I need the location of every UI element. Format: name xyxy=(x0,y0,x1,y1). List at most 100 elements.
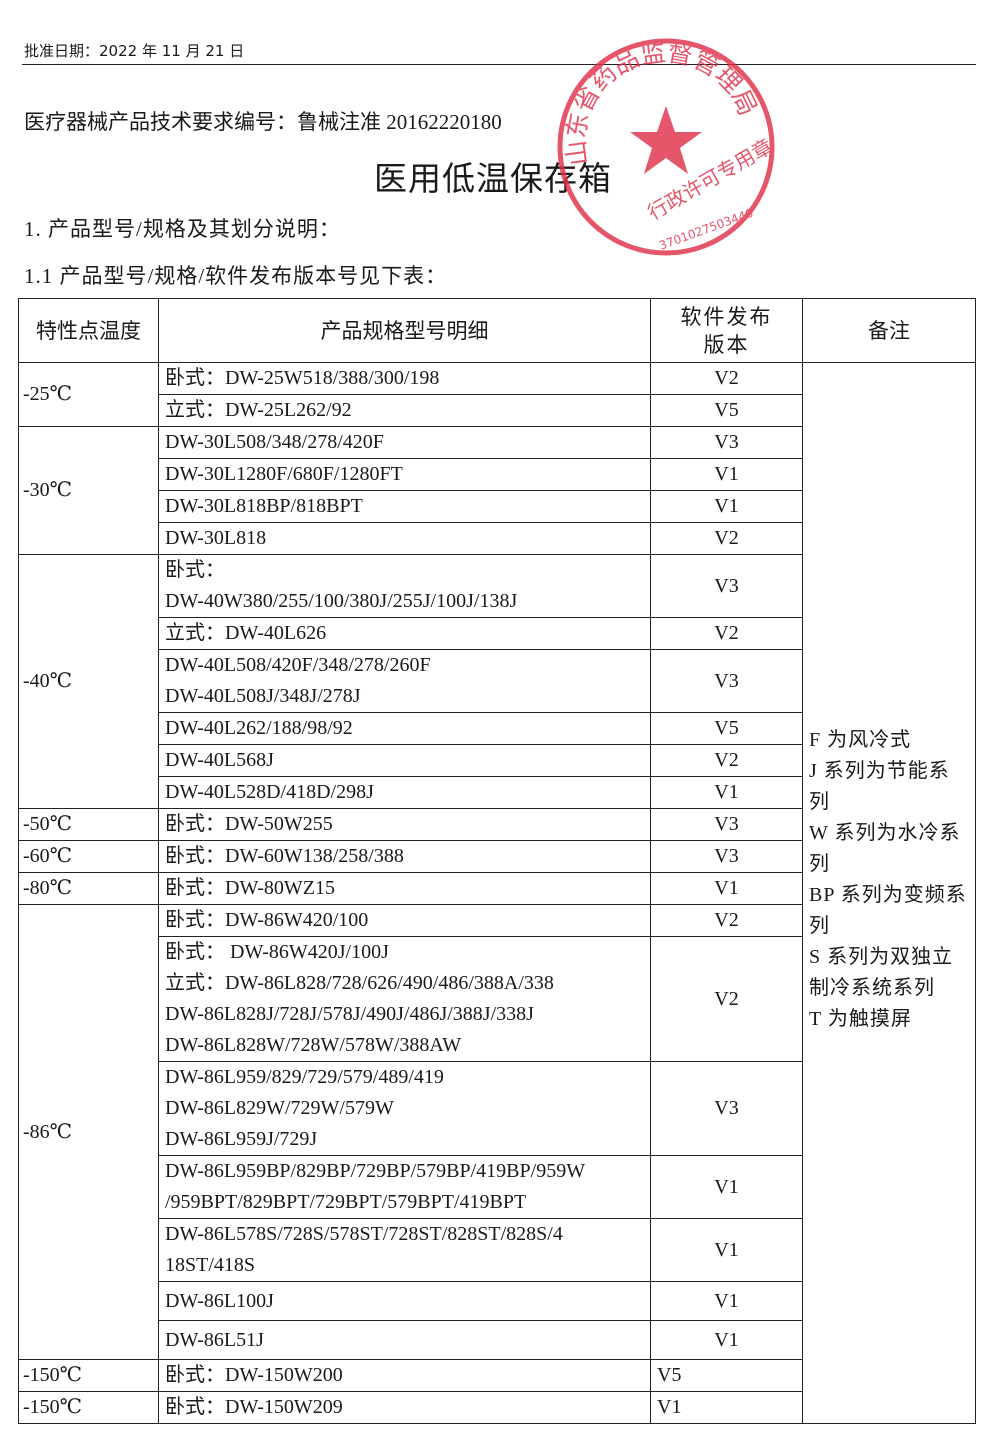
remark-line: S 系列为双独立制冷系统系列 xyxy=(809,946,954,999)
temperature-cell: -25℃ xyxy=(18,362,159,427)
version-cell: V1 xyxy=(650,1155,803,1219)
version-cell: V3 xyxy=(650,840,803,873)
version-cell: V1 xyxy=(650,776,803,809)
spec-cell: 立式：DW-40L626 xyxy=(158,617,651,650)
version-cell: V1 xyxy=(650,1281,803,1321)
remark-line: F 为风冷式 xyxy=(809,729,912,751)
spec-line: 卧式：DW-60W138/258/388 xyxy=(165,845,404,867)
spec-line: DW-40L568J xyxy=(165,749,274,771)
table-row: DW-86L959BP/829BP/729BP/579BP/419BP/959W… xyxy=(19,1155,976,1219)
spec-line: 卧式：DW-86W420/100 xyxy=(165,909,369,931)
table-row: DW-40L262/188/98/92 V5 xyxy=(19,712,976,745)
spec-line: 立式：DW-25L262/92 xyxy=(165,399,352,421)
spec-cell: DW-40L262/188/98/92 xyxy=(158,712,651,745)
spec-cell: DW-30L1280F/680F/1280FT xyxy=(158,458,651,491)
spec-line: DW-30L818BP/818BPT xyxy=(165,495,363,517)
spec-line: DW-86L828J/728J/578J/490J/486J/388J/338J xyxy=(165,1003,534,1025)
spec-line: DW-40L508J/348J/278J xyxy=(165,685,361,707)
spec-line: DW-40W380/255/100/380J/255J/100J/138J xyxy=(165,590,518,612)
table-row: -50℃ 卧式：DW-50W255 V3 xyxy=(18,808,976,841)
approval-date: 批准日期：2022 年 11 月 21 日 xyxy=(24,42,245,60)
version-cell: V1 xyxy=(650,1218,803,1282)
spec-cell: DW-86L578S/728S/578ST/728ST/828ST/828S/4… xyxy=(158,1218,651,1282)
table-row: DW-86L959/829/729/579/489/419 DW-86L829W/… xyxy=(19,1061,976,1156)
table-row: -25℃ 卧式：DW-25W518/388/300/198 V2 F 为风冷式 J 系列… xyxy=(18,362,976,1424)
version-cell: V1 xyxy=(650,1391,803,1424)
version-cell: V1 xyxy=(650,872,803,905)
temperature-cell: -86℃ xyxy=(18,904,159,1360)
spec-cell: 卧式：DW-60W138/258/388 xyxy=(158,840,651,873)
header-rule xyxy=(22,64,976,65)
spec-line: /959BPT/829BPT/729BPT/579BPT/419BPT xyxy=(165,1191,527,1213)
spec-cell: 卧式：DW-80WZ15 xyxy=(158,872,651,905)
spec-cell: DW-86L959BP/829BP/729BP/579BP/419BP/959W… xyxy=(158,1155,651,1219)
version-cell: V1 xyxy=(650,1320,803,1360)
spec-line: 18ST/418S xyxy=(165,1254,256,1276)
document-number: 医疗器械产品技术要求编号：鲁械注准 20162220180 xyxy=(24,110,502,134)
header-version-text: 软件发布版本 xyxy=(680,304,773,357)
table-row: 立式：DW-40L626 V2 xyxy=(19,617,976,650)
version-cell: V3 xyxy=(650,554,803,618)
temperature-cell: -60℃ xyxy=(18,840,159,873)
spec-cell: DW-40L528D/418D/298J xyxy=(158,776,651,809)
version-cell: V1 xyxy=(650,490,803,523)
spec-cell: DW-30L818 xyxy=(158,522,651,555)
table-row: DW-40L508/420F/348/278/260F DW-40L508J/34… xyxy=(19,649,976,713)
spec-line: DW-86L51J xyxy=(165,1328,264,1351)
table-header-row: 特性点温度 产品规格型号明细 软件发布版本 备注 xyxy=(18,298,976,363)
spec-cell: 卧式：DW-86W420/100 xyxy=(158,904,651,937)
spec-cell: 卧式：DW-50W255 xyxy=(158,808,651,841)
temperature-cell: -80℃ xyxy=(18,872,159,905)
version-cell: V5 xyxy=(650,712,803,745)
spec-line: DW-30L508/348/278/420F xyxy=(165,431,384,453)
version-cell: V2 xyxy=(650,362,803,395)
spec-cell: DW-40L568J xyxy=(158,744,651,777)
spec-line: 立式：DW-40L626 xyxy=(165,622,327,644)
spec-line: 卧式：DW-80WZ15 xyxy=(165,877,335,899)
version-cell: V1 xyxy=(650,458,803,491)
table-row: DW-30L818 V2 xyxy=(19,522,976,555)
temperature-cell: -30℃ xyxy=(18,426,159,555)
version-cell: V2 xyxy=(650,744,803,777)
spec-line: DW-30L1280F/680F/1280FT xyxy=(165,463,403,485)
version-cell: V5 xyxy=(650,1359,803,1392)
table-row: 卧式： DW-86W420J/100J 立式：DW-86L828/728/626/… xyxy=(19,936,976,1062)
spec-cell: DW-30L508/348/278/420F xyxy=(158,426,651,459)
remark-line: J 系列为节能系列 xyxy=(809,760,950,813)
subsection-heading: 1.1 产品型号/规格/软件发布版本号见下表： xyxy=(24,264,448,288)
spec-cell: 卧式：DW-25W518/388/300/198 xyxy=(158,362,651,395)
header-spec: 产品规格型号明细 xyxy=(158,298,651,363)
spec-line: DW-86L959BP/829BP/729BP/579BP/419BP/959W xyxy=(165,1160,586,1182)
table-row: DW-86L100J V1 xyxy=(19,1281,976,1321)
header-version: 软件发布版本 xyxy=(650,298,803,363)
spec-line: DW-40L508/420F/348/278/260F xyxy=(165,654,431,676)
version-cell: V5 xyxy=(650,394,803,427)
header-remarks: 备注 xyxy=(802,298,976,363)
version-cell: V2 xyxy=(650,522,803,555)
version-cell: V3 xyxy=(650,649,803,713)
header-temperature: 特性点温度 xyxy=(18,298,159,363)
remark-line: W 系列为水冷系列 xyxy=(809,822,961,875)
temperature-cell: -150℃ xyxy=(18,1391,159,1424)
official-seal-stamp: 山东省药品监督管理局 行政许可专用章 3701027503440 xyxy=(557,38,777,256)
version-cell: V2 xyxy=(650,904,803,937)
spec-line: 卧式：DW-25W518/388/300/198 xyxy=(165,367,440,389)
temperature-cell: -40℃ xyxy=(18,554,159,809)
section-heading: 1. 产品型号/规格及其划分说明： xyxy=(24,217,341,241)
version-cell: V2 xyxy=(650,936,803,1062)
spec-line: DW-40L528D/418D/298J xyxy=(165,781,374,803)
spec-cell: DW-86L959/829/729/579/489/419 DW-86L829W/… xyxy=(158,1061,651,1156)
remark-line: BP 系列为变频系列 xyxy=(809,884,967,937)
version-cell: V3 xyxy=(650,1061,803,1156)
spec-line: DW-30L818 xyxy=(165,527,267,549)
temperature-cell: -50℃ xyxy=(18,808,159,841)
table-row: DW-40L528D/418D/298J V1 xyxy=(19,776,976,809)
spec-line: DW-86L959J/729J xyxy=(165,1128,318,1150)
table-row: 立式：DW-25L262/92 V5 xyxy=(19,394,976,427)
spec-line: DW-86L959/829/729/579/489/419 xyxy=(165,1066,444,1088)
spec-line: 卧式：DW-150W209 xyxy=(165,1396,343,1418)
product-spec-table: 特性点温度 产品规格型号明细 软件发布版本 备注 -25℃ 卧式：DW-25W51… xyxy=(18,298,976,1424)
spec-line: 卧式： xyxy=(165,559,225,581)
spec-line: DW-86L100J xyxy=(165,1289,274,1312)
table-row: DW-86L578S/728S/578ST/728ST/828ST/828S/4… xyxy=(19,1218,976,1282)
